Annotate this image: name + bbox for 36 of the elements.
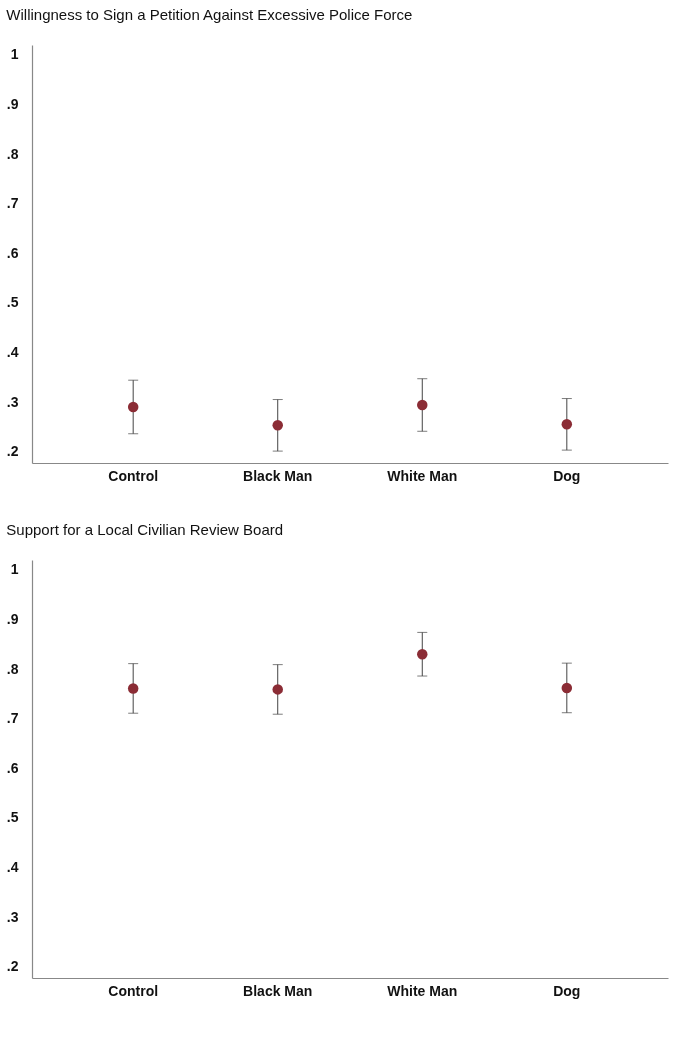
y-tick-label: .5 (6, 809, 19, 826)
y-tick-label: .3 (6, 908, 19, 925)
point (127, 401, 139, 413)
y-tick-label: .4 (6, 343, 19, 360)
chart-title: Support for a Local Civilian Review Board (6, 521, 284, 538)
x-tick-label: Control (108, 982, 159, 999)
y-tick-label: .8 (6, 145, 19, 162)
point (127, 683, 139, 694)
x-tick-label: Control (108, 467, 159, 484)
y-tick-label: 1 (10, 561, 19, 578)
x-tick-label: White Man (387, 467, 458, 484)
x-tick-label: Dog (553, 467, 581, 484)
y-tick-label: .7 (6, 195, 19, 212)
y-tick-label: 1 (10, 46, 19, 63)
y-tick-label: .2 (6, 958, 19, 975)
x-tick-label: Black Man (243, 982, 313, 999)
x-tick-label: Black Man (243, 467, 313, 484)
point (561, 419, 573, 430)
point (272, 420, 283, 431)
y-tick-label: .9 (6, 611, 19, 627)
x-tick-label: White Man (387, 982, 458, 999)
point (272, 684, 283, 695)
point (417, 648, 428, 660)
y-tick-label: .8 (6, 660, 19, 677)
y-tick-label: .2 (6, 443, 19, 460)
y-tick-label: .9 (6, 96, 19, 112)
y-tick-label: .4 (6, 858, 19, 875)
y-tick-label: .6 (6, 759, 19, 776)
y-tick-label: .7 (6, 710, 19, 727)
y-tick-label: .5 (6, 294, 19, 311)
point (417, 399, 428, 411)
x-tick-label: Dog (553, 982, 581, 999)
y-tick-label: .6 (6, 244, 19, 261)
y-tick-label: .3 (6, 393, 19, 410)
chart-title: Willingness to Sign a Petition Against Excessive Police Force (6, 6, 413, 23)
point (561, 682, 573, 694)
